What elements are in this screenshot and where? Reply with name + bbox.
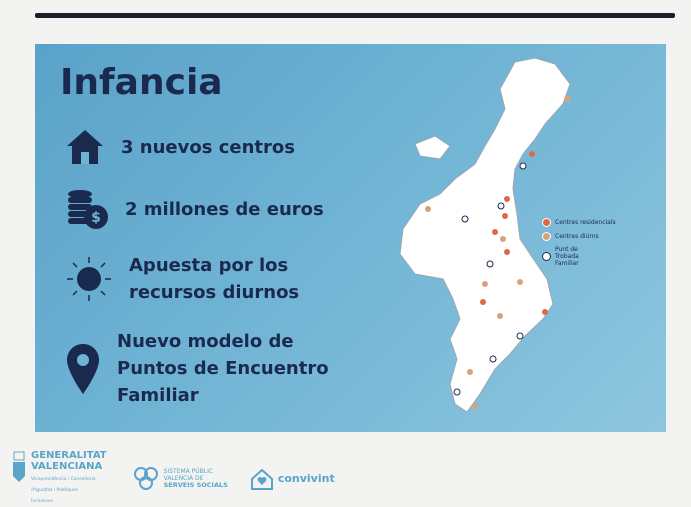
- legend-item: Punt de Trobada Familiar: [542, 246, 616, 267]
- convivint-logo: convivint: [250, 467, 335, 491]
- region-map: [399, 57, 571, 413]
- house-icon: [67, 130, 103, 164]
- coat-of-arms-icon: [13, 451, 25, 482]
- sistema-public-logo: SISTEMA PÚBLIC VALENCIÀ DE SERVEIS SOCIA…: [133, 466, 228, 492]
- circles-logo-icon: [133, 466, 158, 490]
- region-shape: [399, 57, 571, 413]
- legend-item: Centres diürns: [542, 232, 616, 241]
- legend-item: Centres residencials: [542, 218, 616, 227]
- coins-icon: $: [68, 190, 108, 229]
- footer: GENERALITAT VALENCIANA Vicepresidència i…: [12, 450, 335, 507]
- item-family-meeting-points: Nuevo modelo de Puntos de Encuentro Fami…: [65, 328, 367, 409]
- item-budget: $ 2 millones de euros: [65, 188, 324, 230]
- house-heart-icon: [250, 468, 273, 490]
- slide: Infancia 3 nuevos centros $ 2 millones d…: [35, 44, 666, 432]
- map-pin-icon: [67, 343, 99, 394]
- map-legend: Centres residencials Centres diürns Punt…: [542, 218, 616, 272]
- slide-title: Infancia: [60, 62, 223, 103]
- top-bar: [35, 13, 675, 18]
- sun-icon: [67, 257, 111, 301]
- svg-text:$: $: [91, 210, 101, 226]
- item-day-resources: Apuesta por los recursos diurnos: [65, 252, 329, 306]
- generalitat-logo: GENERALITAT VALENCIANA Vicepresidència i…: [12, 450, 107, 507]
- item-new-centers: 3 nuevos centros: [65, 128, 295, 166]
- map-markers: [425, 96, 570, 409]
